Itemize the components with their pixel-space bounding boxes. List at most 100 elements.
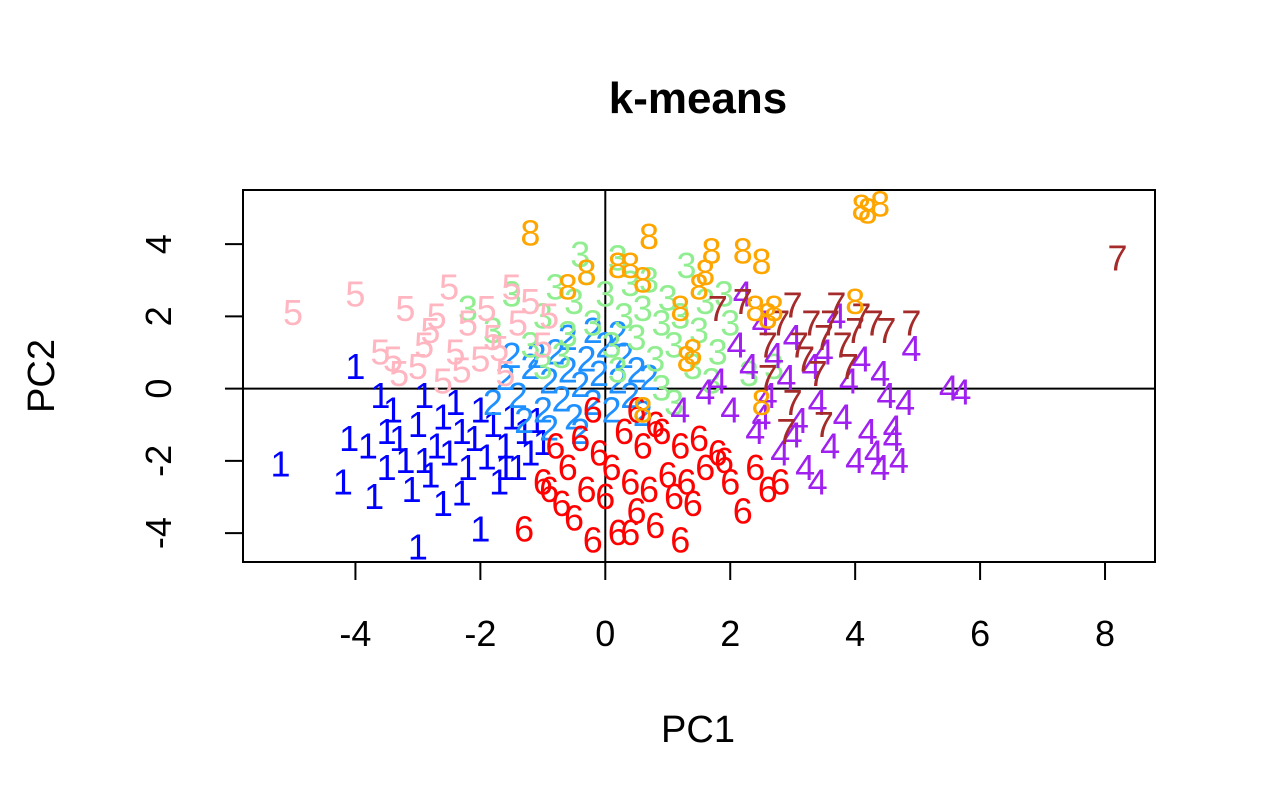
point-cluster-1: 1 <box>420 454 440 495</box>
point-cluster-4: 4 <box>951 371 971 412</box>
point-cluster-3: 3 <box>595 274 615 315</box>
point-cluster-4: 4 <box>739 346 759 387</box>
point-cluster-4: 4 <box>758 375 778 416</box>
point-cluster-8: 8 <box>701 230 721 271</box>
point-cluster-2: 2 <box>608 313 628 354</box>
point-cluster-6: 6 <box>670 519 690 560</box>
point-cluster-3: 3 <box>695 281 715 322</box>
point-cluster-1: 1 <box>495 447 515 488</box>
point-cluster-3: 3 <box>602 324 622 365</box>
point-cluster-4: 4 <box>870 447 890 488</box>
point-cluster-7: 7 <box>876 310 896 351</box>
point-cluster-3: 3 <box>608 350 628 391</box>
point-cluster-4: 4 <box>833 397 853 438</box>
x-tick-label: -4 <box>339 613 371 654</box>
point-cluster-5: 5 <box>458 303 478 344</box>
point-cluster-6: 6 <box>676 462 696 503</box>
point-cluster-1: 1 <box>270 443 290 484</box>
point-cluster-3: 3 <box>764 346 784 387</box>
point-cluster-2: 2 <box>570 411 590 452</box>
point-cluster-1: 1 <box>408 527 428 568</box>
point-cluster-4: 4 <box>901 328 921 369</box>
point-cluster-6: 6 <box>533 462 553 503</box>
point-cluster-2: 2 <box>539 360 559 401</box>
point-cluster-5: 5 <box>533 324 553 365</box>
point-cluster-4: 4 <box>751 303 771 344</box>
point-cluster-2: 2 <box>558 350 578 391</box>
point-cluster-7: 7 <box>801 303 821 344</box>
point-cluster-3: 3 <box>570 234 590 275</box>
point-cluster-4: 4 <box>789 400 809 441</box>
point-cluster-2: 2 <box>602 389 622 430</box>
point-cluster-3: 3 <box>739 353 759 394</box>
point-cluster-1: 1 <box>527 400 547 441</box>
point-cluster-3: 3 <box>652 303 672 344</box>
point-cluster-1: 1 <box>452 472 472 513</box>
point-cluster-7: 7 <box>851 295 871 336</box>
point-cluster-3: 3 <box>670 295 690 336</box>
point-cluster-1: 1 <box>464 418 484 459</box>
point-cluster-2: 2 <box>514 400 534 441</box>
point-cluster-6: 6 <box>720 462 740 503</box>
point-cluster-8: 8 <box>577 252 597 293</box>
x-tick-label: 6 <box>970 613 990 654</box>
point-cluster-6: 6 <box>639 469 659 510</box>
point-cluster-7: 7 <box>708 288 728 329</box>
point-cluster-5: 5 <box>395 288 415 329</box>
point-cluster-7: 7 <box>814 404 834 445</box>
point-cluster-6: 6 <box>745 447 765 488</box>
point-cluster-4: 4 <box>939 368 959 409</box>
point-cluster-7: 7 <box>833 324 853 365</box>
point-cluster-4: 4 <box>845 440 865 481</box>
x-tick-label: 0 <box>595 613 615 654</box>
point-cluster-3: 3 <box>533 295 553 336</box>
point-cluster-4: 4 <box>876 375 896 416</box>
point-cluster-4: 4 <box>858 411 878 452</box>
point-cluster-5: 5 <box>408 346 428 387</box>
point-cluster-4: 4 <box>726 324 746 365</box>
reference-lines <box>243 190 1155 562</box>
point-cluster-6: 6 <box>708 433 728 474</box>
point-cluster-3: 3 <box>664 382 684 423</box>
point-cluster-4: 4 <box>801 346 821 387</box>
y-axis-label: PC2 <box>21 339 63 413</box>
point-cluster-2: 2 <box>508 375 528 416</box>
point-cluster-7: 7 <box>826 285 846 326</box>
point-cluster-5: 5 <box>483 317 503 358</box>
point-cluster-7: 7 <box>770 303 790 344</box>
y-tick-label: 0 <box>138 379 179 399</box>
point-cluster-3: 3 <box>533 346 553 387</box>
point-cluster-7: 7 <box>839 346 859 387</box>
x-axis-label: PC1 <box>661 709 735 751</box>
point-cluster-6: 6 <box>627 389 647 430</box>
point-cluster-4: 4 <box>695 371 715 412</box>
point-cluster-6: 6 <box>758 469 778 510</box>
point-cluster-6: 6 <box>620 512 640 553</box>
point-cluster-5: 5 <box>370 332 390 373</box>
point-cluster-4: 4 <box>870 353 890 394</box>
point-cluster-6: 6 <box>664 476 684 517</box>
point-cluster-5: 5 <box>477 288 497 329</box>
point-cluster-4: 4 <box>776 357 796 398</box>
point-cluster-1: 1 <box>445 382 465 423</box>
point-cluster-1: 1 <box>364 476 384 517</box>
point-cluster-1: 1 <box>433 483 453 524</box>
point-cluster-5: 5 <box>489 328 509 369</box>
point-cluster-2: 2 <box>620 375 640 416</box>
point-cluster-2: 2 <box>583 310 603 351</box>
point-cluster-6: 6 <box>770 462 790 503</box>
point-cluster-5: 5 <box>470 339 490 380</box>
point-cluster-1: 1 <box>483 404 503 445</box>
point-cluster-6: 6 <box>552 483 572 524</box>
point-cluster-4: 4 <box>670 389 690 430</box>
point-cluster-8: 8 <box>695 252 715 293</box>
point-cluster-2: 2 <box>595 324 615 365</box>
point-cluster-3: 3 <box>520 324 540 365</box>
point-cluster-6: 6 <box>602 447 622 488</box>
point-cluster-4: 4 <box>826 295 846 336</box>
